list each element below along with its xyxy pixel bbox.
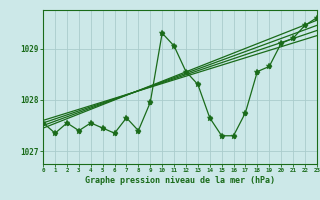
X-axis label: Graphe pression niveau de la mer (hPa): Graphe pression niveau de la mer (hPa) [85, 176, 275, 185]
